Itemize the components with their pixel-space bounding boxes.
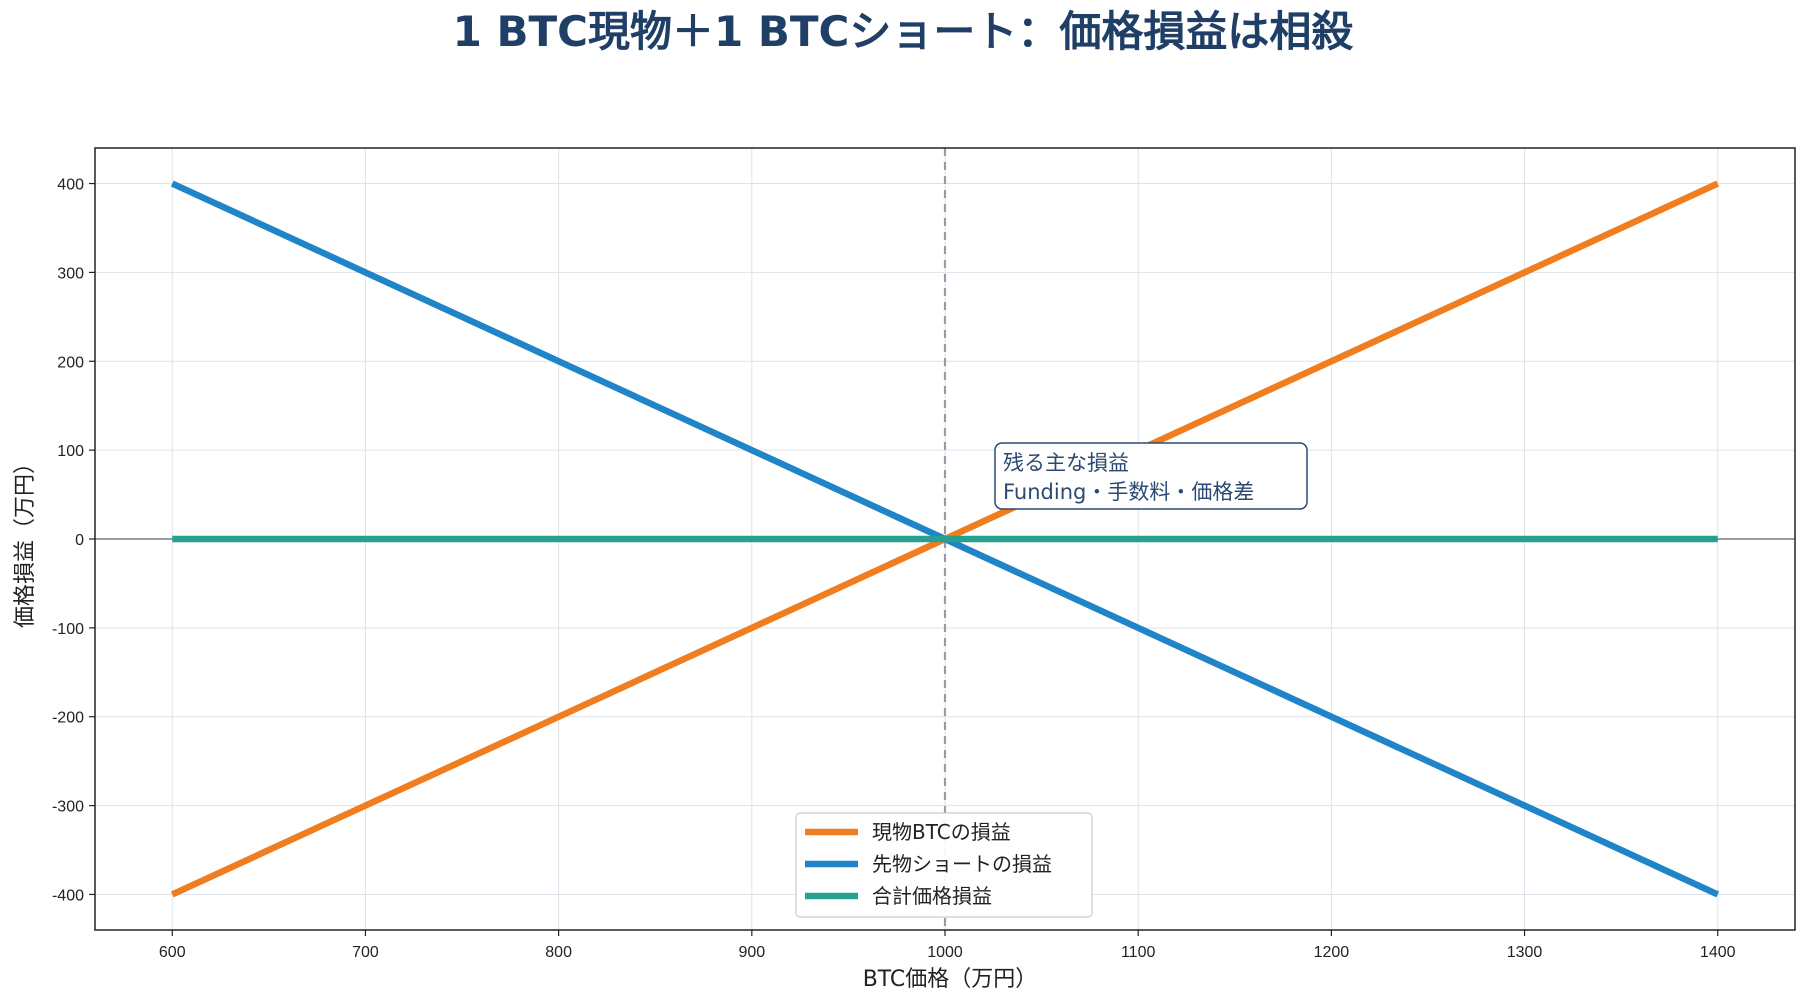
chart-title: 1 BTC現物＋1 BTCショート：価格損益は相殺: [453, 7, 1354, 56]
y-tick-label: 400: [57, 177, 84, 194]
y-tick-label: 0: [75, 532, 84, 549]
x-tick-label: 1200: [1314, 944, 1350, 961]
annotation-line-1: 残る主な損益: [1003, 451, 1129, 475]
annotation-border: [994, 442, 1308, 510]
y-tick-label: 200: [57, 354, 84, 371]
x-axis-ticks: 600 700 800 900 1000 1100 1200 1300 1400: [159, 930, 1736, 961]
y-tick-label: 100: [57, 443, 84, 460]
x-tick-label: 1400: [1700, 944, 1736, 961]
x-tick-label: 700: [352, 944, 379, 961]
legend-label-2: 合計価格損益: [872, 884, 992, 908]
x-axis-label: BTC価格（万円）: [863, 967, 1038, 992]
x-tick-label: 800: [545, 944, 572, 961]
x-tick-label: 600: [159, 944, 186, 961]
y-tick-label: -200: [52, 710, 84, 727]
annotation-line-2: Funding・手数料・価格差: [1003, 480, 1254, 504]
x-tick-label: 1300: [1507, 944, 1543, 961]
y-tick-label: -100: [52, 621, 84, 638]
y-axis-ticks: 400 300 200 100 0 -100 -200 -300 -400: [52, 177, 95, 904]
series-lines: [170, 180, 1720, 898]
y-axis-label: 価格損益（万円）: [13, 452, 38, 628]
y-tick-label: -400: [52, 887, 84, 904]
legend-label-1: 先物ショートの損益: [872, 852, 1052, 876]
x-tick-label: 1000: [927, 944, 963, 961]
legend-frame: [795, 812, 1093, 918]
legend-label-0: 現物BTCの損益: [872, 820, 1011, 844]
y-tick-label: 300: [57, 265, 84, 282]
y-tick-label: -300: [52, 799, 84, 816]
annotation-box: 残る主な損益 Funding・手数料・価格差: [994, 442, 1308, 510]
x-tick-label: 900: [738, 944, 765, 961]
x-tick-label: 1100: [1121, 944, 1156, 961]
